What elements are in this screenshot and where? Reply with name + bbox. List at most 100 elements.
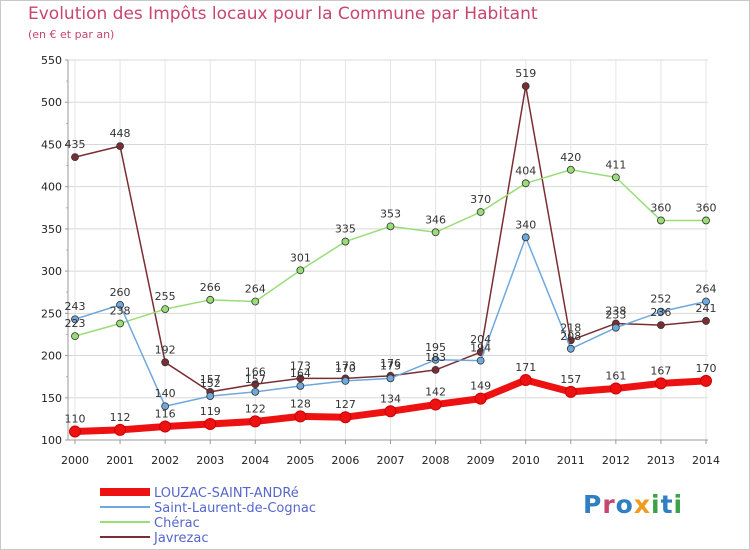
data-point — [341, 376, 350, 385]
data-point — [71, 332, 79, 341]
logo-letter: i — [673, 490, 684, 519]
data-point — [71, 153, 79, 162]
x-tick-label: 2006 — [331, 454, 359, 467]
data-point — [206, 295, 215, 304]
data-label: 404 — [515, 164, 536, 177]
data-point — [700, 374, 712, 387]
logo-letter: t — [660, 490, 674, 519]
data-label: 173 — [380, 359, 401, 372]
y-tick-label: 300 — [41, 265, 62, 278]
data-point — [296, 266, 305, 275]
axes: 100 150 200 250 300 350 400 450 500 550 2000 2001 20… — [41, 54, 720, 467]
data-label: 161 — [605, 369, 626, 382]
x-tick-label: 2004 — [241, 454, 269, 467]
x-tick-label: 2011 — [557, 454, 585, 467]
data-label: 112 — [110, 411, 131, 424]
data-label: 173 — [290, 359, 311, 372]
data-label: 204 — [470, 333, 491, 346]
x-tick-label: 2007 — [377, 454, 405, 467]
legend-entry: Javrezac — [153, 531, 209, 546]
data-label: 173 — [335, 359, 356, 372]
data-label: 171 — [515, 361, 536, 374]
logo-letter: P — [583, 490, 603, 519]
x-tick-label: 2010 — [512, 454, 540, 467]
x-tick-label: 2000 — [61, 454, 89, 467]
data-label: 264 — [245, 283, 266, 296]
y-tick-label: 150 — [41, 392, 62, 405]
data-label: 149 — [470, 380, 491, 393]
logo-letter: o — [615, 490, 634, 519]
data-point — [702, 216, 710, 225]
x-tick-label: 2001 — [106, 454, 134, 467]
data-label: 164 — [290, 367, 311, 380]
data-point — [564, 385, 577, 398]
data-point — [521, 233, 530, 242]
data-label: 340 — [515, 218, 536, 231]
data-point — [429, 398, 442, 411]
data-point — [386, 222, 395, 231]
data-label: 223 — [65, 317, 86, 330]
data-point — [206, 392, 215, 400]
data-point — [521, 179, 530, 188]
data-point — [702, 297, 710, 306]
data-point — [431, 366, 440, 374]
y-tick-label: 100 — [41, 434, 62, 447]
data-label: 264 — [696, 283, 717, 296]
data-label: 152 — [200, 377, 221, 390]
data-label: 519 — [515, 67, 536, 80]
data-label: 238 — [605, 304, 626, 317]
data-label: 127 — [335, 398, 356, 411]
data-point — [474, 392, 487, 405]
data-label: 166 — [245, 365, 266, 378]
data-label: 157 — [560, 373, 581, 386]
data-label: 140 — [155, 387, 176, 400]
data-label: 266 — [200, 281, 221, 294]
data-label: 420 — [560, 151, 581, 164]
data-point — [159, 420, 172, 433]
data-label: 252 — [650, 293, 671, 306]
x-tick-label: 2005 — [286, 454, 314, 467]
data-label: 236 — [650, 306, 671, 319]
data-label: 255 — [155, 290, 176, 303]
data-point — [161, 358, 170, 367]
data-label: 360 — [650, 201, 671, 214]
x-tick-label: 2012 — [602, 454, 630, 467]
legend-entry: Saint-Laurent-de-Cognac — [154, 501, 316, 516]
data-point — [161, 305, 170, 314]
data-point — [116, 300, 124, 309]
data-point — [161, 402, 170, 411]
data-point — [296, 374, 305, 383]
data-label: 122 — [245, 402, 266, 415]
data-point — [341, 237, 350, 246]
data-point — [657, 216, 665, 225]
x-tick-label: 2008 — [422, 454, 450, 467]
data-label: 335 — [335, 223, 356, 236]
data-label: 260 — [110, 286, 131, 299]
data-point — [114, 423, 127, 436]
data-point — [251, 297, 260, 306]
data-point — [609, 382, 622, 395]
data-point — [251, 380, 260, 389]
data-label: 448 — [110, 127, 131, 140]
data-point — [71, 315, 79, 324]
data-point — [431, 355, 440, 364]
data-label: 241 — [696, 302, 717, 315]
data-point — [657, 321, 665, 330]
data-point — [294, 410, 307, 423]
series-layer — [69, 82, 712, 438]
data-label: 170 — [335, 362, 356, 375]
data-point — [702, 317, 710, 325]
data-point — [251, 387, 260, 396]
x-tick-label: 2003 — [196, 454, 224, 467]
legend: LOUZAC-SAINT-ANDRéSaint-Laurent-de-Cogna… — [100, 486, 316, 546]
data-point — [116, 142, 124, 151]
data-label: 183 — [425, 351, 446, 364]
chart-title: Evolution des Impôts locaux pour la Comm… — [28, 4, 538, 24]
data-point — [204, 417, 217, 430]
grid-lines — [68, 59, 708, 441]
data-labels: 110 112 116 119 122 128 127 134 142 149 171 157 161 1… — [65, 67, 717, 425]
data-label: 360 — [696, 201, 717, 214]
legend-entry: LOUZAC-SAINT-ANDRé — [154, 486, 299, 501]
data-point — [339, 411, 352, 424]
